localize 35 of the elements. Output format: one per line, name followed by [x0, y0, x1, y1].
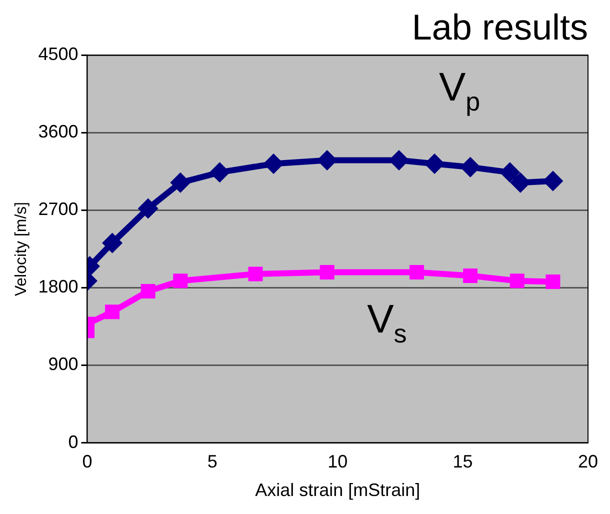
- point: [103, 234, 122, 252]
- y-tick-label: 3600: [38, 122, 78, 142]
- y-tick-label: 0: [68, 432, 78, 452]
- x-tick-label: 0: [82, 452, 92, 472]
- point: [500, 163, 519, 182]
- point: [410, 265, 424, 280]
- point: [264, 154, 283, 173]
- point: [463, 268, 478, 283]
- y-axis-title: Velocity [m/s]: [13, 202, 30, 296]
- x-axis-title: Axial strain [mStrain]: [255, 480, 420, 500]
- y-tick-label: 900: [48, 354, 78, 374]
- point: [173, 274, 188, 288]
- point: [171, 174, 190, 192]
- y-tick-label: 4500: [38, 44, 78, 64]
- point: [461, 158, 480, 176]
- point: [511, 174, 530, 192]
- point: [139, 200, 158, 218]
- point: [248, 266, 263, 282]
- point: [105, 304, 120, 320]
- point: [546, 274, 560, 289]
- y-tick-label: 2700: [38, 199, 78, 220]
- point: [510, 274, 524, 288]
- point: [426, 154, 444, 173]
- x-tick-label: 15: [452, 452, 473, 472]
- point: [544, 172, 562, 190]
- x-tick-label: 5: [207, 452, 218, 472]
- chart-title: Lab results: [412, 6, 588, 48]
- y-tick-label: 1800: [38, 276, 78, 297]
- point: [318, 151, 336, 170]
- point: [140, 284, 156, 298]
- x-tick-label: 20: [578, 452, 598, 472]
- x-tick-label: 10: [328, 452, 348, 472]
- point: [390, 151, 408, 170]
- point: [210, 163, 229, 182]
- point: [320, 265, 334, 280]
